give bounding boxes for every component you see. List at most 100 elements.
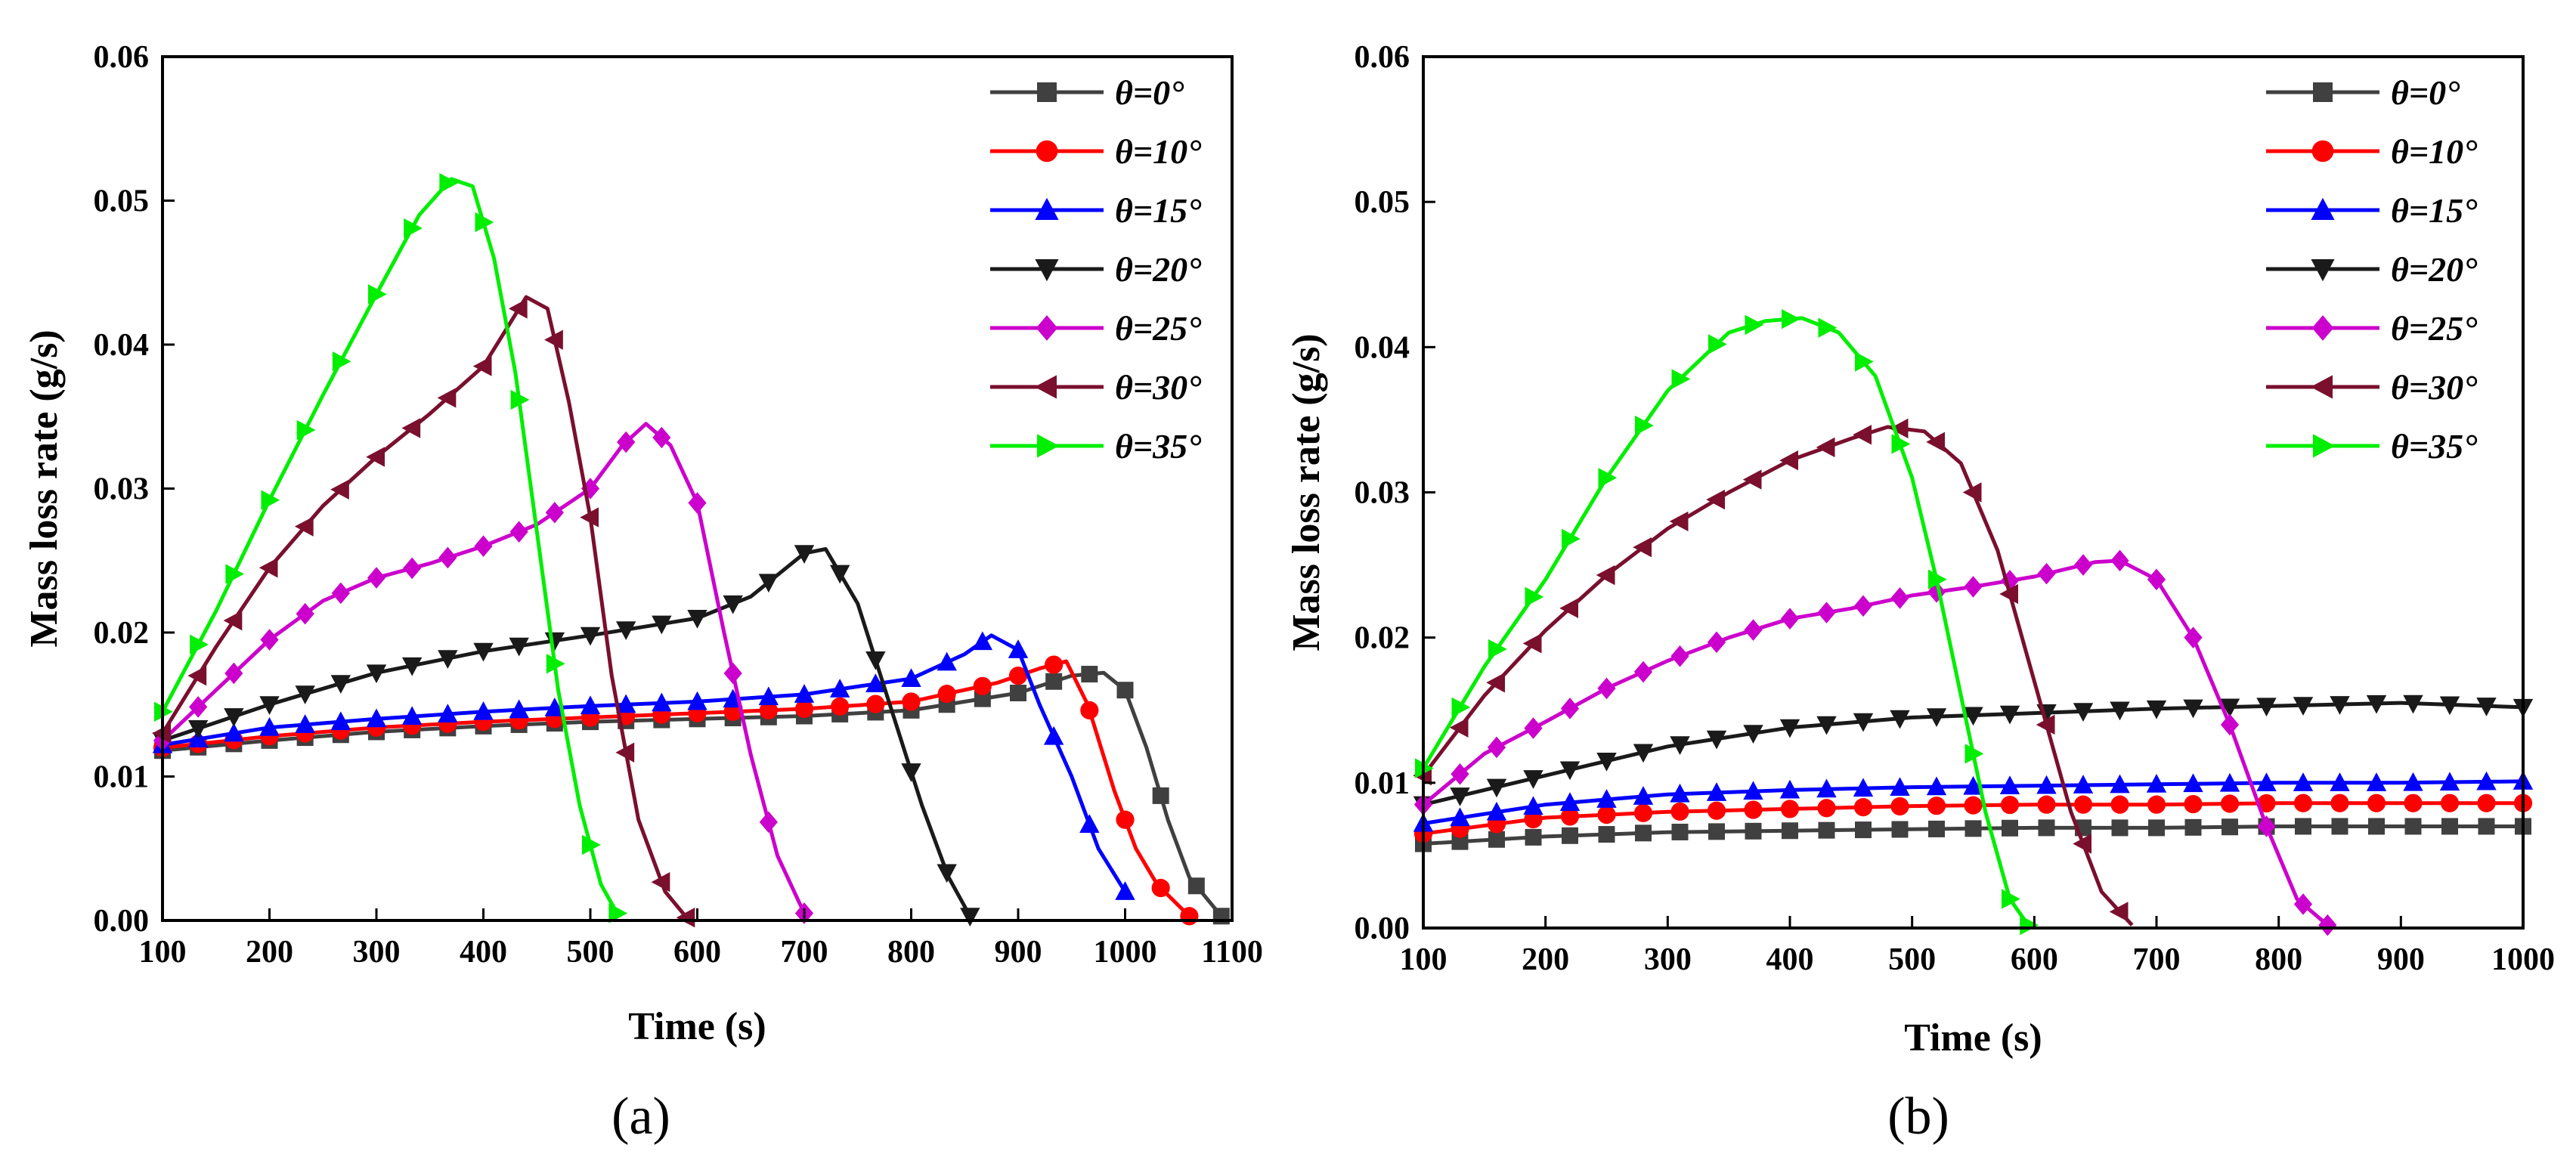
data-point [794,684,815,703]
data-point [1559,598,1578,619]
data-point [1782,308,1800,329]
data-point [582,834,601,855]
data-point [615,694,636,713]
data-point [1853,778,1874,797]
data-point [259,696,280,715]
data-point [580,695,601,715]
data-point [546,654,565,674]
y-tick-label: 0.03 [1355,476,1410,511]
data-point [1633,803,1653,822]
data-point [1562,528,1581,549]
data-point [1598,826,1615,843]
data-point [1708,334,1727,354]
legend-item: θ=20° [2266,250,2478,289]
data-point [1596,753,1617,772]
data-point [1450,787,1470,806]
data-point [687,691,707,710]
data-point [1707,631,1726,654]
data-point [1116,682,1134,699]
data-point [1451,697,1471,718]
data-point [1743,781,1763,800]
data-point [1853,798,1873,817]
data-point [1817,602,1836,623]
data-point [2330,696,2350,715]
series-triangle-left [152,295,695,928]
x-tick-label: 500 [567,935,615,970]
data-point [401,706,423,725]
data-point [2403,695,2423,714]
data-point [1597,806,1616,824]
data-point [865,651,886,670]
data-point [902,692,921,711]
data-point [190,634,209,655]
data-point [1890,797,1909,816]
data-point [1562,827,1578,844]
data-point [1008,639,1029,658]
data-point [1451,763,1469,785]
data-point [794,699,814,719]
data-point [1779,450,1798,471]
series-triangle-left [1413,418,2134,927]
data-point [1999,583,2018,605]
x-tick-label: 700 [2133,942,2181,977]
data-point [1559,761,1581,781]
data-point [1853,425,1872,445]
data-point [2256,772,2277,792]
data-point [1818,317,1838,338]
data-point [1780,800,1800,818]
legend-label: θ=35° [1115,427,1202,466]
data-point [1670,802,1689,821]
y-tick-label: 0.02 [1355,621,1410,656]
data-point [829,679,850,698]
panel-label-a: (a) [611,1087,670,1146]
data-point [617,431,636,453]
legend-marker [2311,259,2335,282]
series-layer [1413,308,2534,936]
x-tick-label: 300 [1644,942,1692,977]
data-point [2110,795,2129,814]
legend-label: θ=10° [2391,132,2478,171]
data-point [829,565,850,584]
data-point [2331,818,2348,835]
data-point [2109,902,2129,922]
data-point [1010,685,1026,702]
data-point [2476,698,2497,716]
data-point [2111,819,2129,837]
data-point [509,637,529,657]
legend-item: θ=15° [2266,191,2478,230]
data-point [224,662,243,685]
data-point [438,650,458,670]
data-point [2002,819,2018,837]
legend-marker [2313,434,2336,458]
x-tick-label: 1000 [1094,935,1157,970]
panel-label-b: (b) [1887,1087,1949,1146]
data-point [865,673,886,692]
x-tick-label: 900 [995,935,1042,970]
data-point [687,609,707,629]
data-point [1926,432,1945,453]
data-point [295,714,315,733]
data-point [1598,468,1618,488]
data-point [474,535,493,557]
data-point [901,668,921,687]
data-point [438,546,457,569]
data-point [366,447,385,467]
data-point [652,426,671,449]
legend-marker [1035,259,1059,282]
data-point [1523,770,1543,789]
data-point [1633,744,1654,763]
x-tick-label: 600 [2011,942,2058,977]
data-point [187,665,207,686]
data-point [2439,772,2460,791]
data-point [960,908,980,927]
data-point [1633,786,1654,805]
data-point [1965,744,1984,764]
data-point [1560,807,1580,826]
data-point [2219,772,2240,792]
data-point [2147,568,2166,591]
data-point [1707,801,1726,820]
x-tick-label: 900 [2377,942,2425,977]
legend-item: θ=25° [990,309,1202,348]
data-point [2441,818,2458,835]
data-point [2110,549,2129,572]
